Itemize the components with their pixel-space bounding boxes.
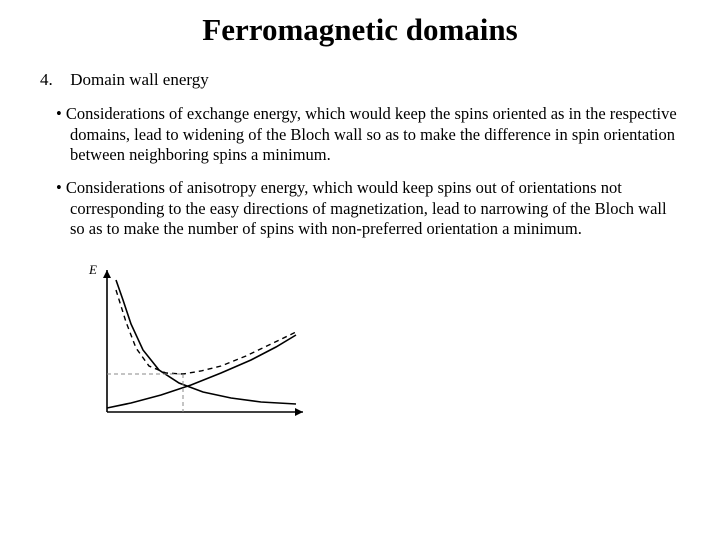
bullet-list: Considerations of exchange energy, which… <box>56 104 680 240</box>
section-heading: 4. Domain wall energy <box>40 70 680 90</box>
bloch-wall-diagram <box>349 252 649 442</box>
list-item: Considerations of exchange energy, which… <box>56 104 680 166</box>
list-item: Considerations of anisotropy energy, whi… <box>56 178 680 240</box>
section-number: 4. <box>40 70 66 90</box>
figure-row: E <box>40 252 680 442</box>
section-label: Domain wall energy <box>70 70 208 89</box>
svg-text:E: E <box>88 262 97 277</box>
page-title: Ferromagnetic domains <box>40 12 680 48</box>
energy-chart: E <box>71 252 321 442</box>
